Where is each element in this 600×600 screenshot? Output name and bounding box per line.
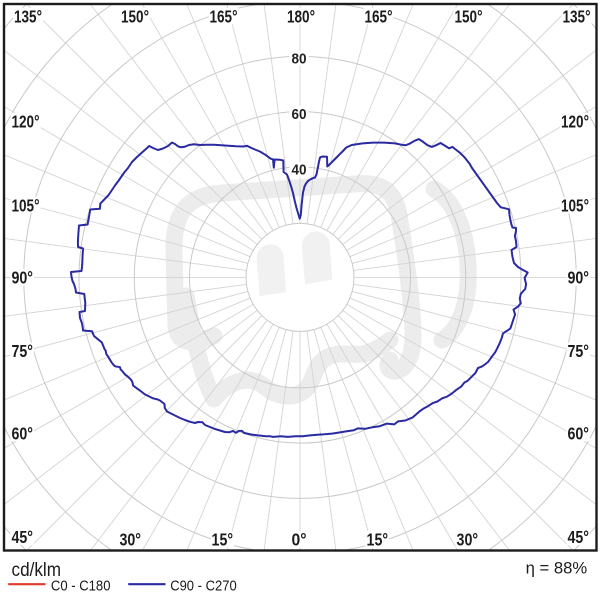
svg-text:30°: 30° — [457, 530, 479, 550]
svg-text:90°: 90° — [567, 268, 589, 288]
svg-text:15°: 15° — [212, 530, 234, 550]
svg-text:105°: 105° — [12, 195, 40, 215]
svg-text:165°: 165° — [210, 6, 238, 26]
svg-text:60°: 60° — [567, 423, 589, 443]
svg-text:165°: 165° — [365, 6, 393, 26]
svg-text:120°: 120° — [12, 111, 40, 131]
svg-text:150°: 150° — [121, 6, 149, 26]
svg-text:90°: 90° — [11, 268, 33, 288]
svg-text:120°: 120° — [561, 111, 589, 131]
svg-text:150°: 150° — [455, 6, 483, 26]
svg-text:75°: 75° — [11, 341, 33, 361]
svg-text:40: 40 — [292, 162, 307, 179]
svg-text:135°: 135° — [563, 6, 591, 26]
svg-text:η = 88%: η = 88% — [526, 560, 588, 578]
svg-text:60°: 60° — [11, 423, 33, 443]
svg-text:80: 80 — [292, 51, 307, 68]
svg-text:45°: 45° — [11, 527, 33, 547]
svg-text:0°: 0° — [292, 530, 307, 550]
svg-text:C90 - C270: C90 - C270 — [170, 578, 237, 594]
svg-text:15°: 15° — [367, 530, 389, 550]
svg-text:45°: 45° — [567, 527, 589, 547]
svg-text:C0 - C180: C0 - C180 — [51, 578, 111, 594]
svg-text:cd/klm: cd/klm — [12, 560, 62, 581]
svg-text:30°: 30° — [119, 530, 141, 550]
svg-text:75°: 75° — [567, 341, 589, 361]
svg-text:135°: 135° — [14, 6, 42, 26]
svg-text:105°: 105° — [561, 195, 589, 215]
svg-text:180°: 180° — [287, 6, 315, 26]
svg-text:60: 60 — [292, 106, 307, 123]
